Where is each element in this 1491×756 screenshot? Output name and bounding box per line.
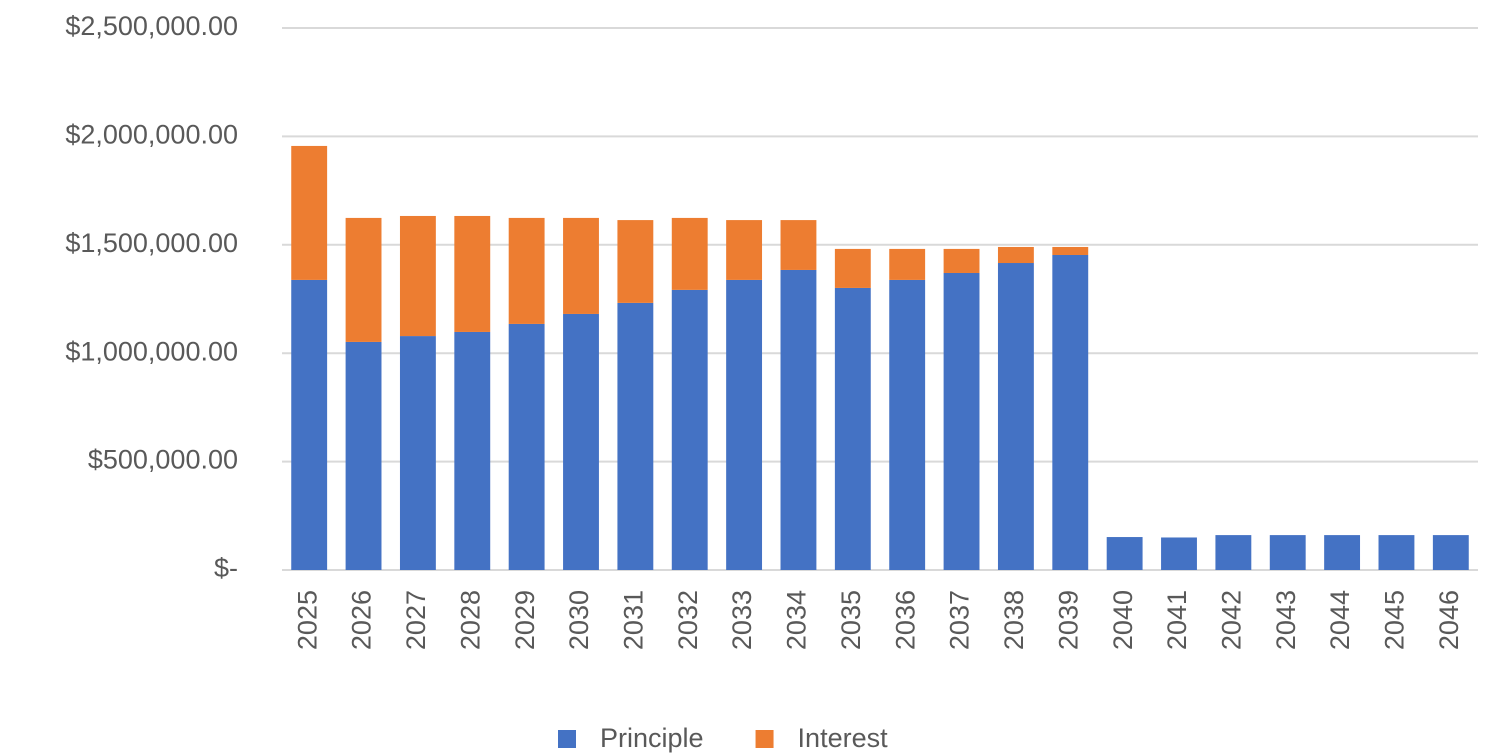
x-tick-label: 2045 xyxy=(1380,590,1410,650)
bar-segment xyxy=(943,248,980,273)
bar-segment xyxy=(1052,246,1089,255)
x-tick-label: 2026 xyxy=(347,590,377,650)
x-tick-label: 2027 xyxy=(401,590,431,650)
x-tick-label: 2039 xyxy=(1053,590,1083,650)
x-tick-label: 2043 xyxy=(1271,590,1301,650)
bar-segment xyxy=(671,289,708,570)
y-tick-label: $- xyxy=(214,553,238,583)
bar-segment xyxy=(1269,535,1306,570)
legend-swatch xyxy=(755,730,774,748)
x-tick-label: 2042 xyxy=(1216,590,1246,650)
bar-segment xyxy=(563,217,599,314)
bar-segment xyxy=(997,246,1034,264)
y-tick-label: $2,500,000.00 xyxy=(65,11,238,41)
bar-segment xyxy=(1161,537,1197,570)
x-tick-label: 2025 xyxy=(292,590,322,650)
x-tick-label: 2032 xyxy=(673,590,703,650)
bar-segment xyxy=(1052,254,1089,570)
bar-segment xyxy=(563,313,599,570)
x-tick-label: 2041 xyxy=(1162,590,1192,650)
bar-segment xyxy=(345,217,382,342)
x-tick-label: 2029 xyxy=(510,590,540,650)
bar-segment xyxy=(671,217,708,290)
y-tick-label: $2,000,000.00 xyxy=(65,120,238,150)
y-tick-label: $1,000,000.00 xyxy=(65,336,238,366)
bar-segment xyxy=(780,269,817,570)
bar-segment xyxy=(291,279,328,570)
legend-swatch xyxy=(558,730,576,748)
bar-segment xyxy=(291,145,328,280)
bar-segment xyxy=(1378,535,1415,570)
bar-segment xyxy=(617,220,654,303)
x-tick-label: 2046 xyxy=(1434,590,1464,650)
bar-segment xyxy=(454,331,491,570)
bar-segment xyxy=(1106,537,1143,570)
bar-segment xyxy=(1432,535,1469,570)
x-tick-label: 2034 xyxy=(782,590,812,650)
legend-label: Interest xyxy=(798,723,889,753)
y-tick-label: $500,000.00 xyxy=(88,445,238,475)
bar-segment xyxy=(834,287,871,570)
bar-segment xyxy=(454,215,491,332)
bar-segment xyxy=(399,336,436,570)
bar-segment xyxy=(508,217,545,324)
x-tick-label: 2033 xyxy=(727,590,757,650)
bar-segment xyxy=(345,341,382,570)
x-tick-label: 2036 xyxy=(890,590,920,650)
x-tick-label: 2040 xyxy=(1108,590,1138,650)
x-tick-label: 2028 xyxy=(455,590,485,650)
bar-segment xyxy=(780,220,817,270)
y-tick-label: $1,500,000.00 xyxy=(65,228,238,258)
x-tick-label: 2031 xyxy=(618,590,648,650)
x-tick-label: 2038 xyxy=(999,590,1029,650)
bar-segment xyxy=(726,220,763,280)
bar-segment xyxy=(617,302,654,570)
bar-segment xyxy=(508,323,545,570)
x-tick-label: 2030 xyxy=(564,590,594,650)
x-tick-label: 2035 xyxy=(836,590,866,650)
bar-segment xyxy=(726,279,763,570)
bar-segment xyxy=(1324,535,1361,570)
legend-label: Principle xyxy=(600,723,704,753)
bar-segment xyxy=(889,279,926,570)
x-tick-label: 2044 xyxy=(1325,590,1355,650)
x-tick-label: 2037 xyxy=(945,590,975,650)
bar-segment xyxy=(1215,535,1252,570)
bar-segment xyxy=(834,248,871,288)
bar-segment xyxy=(889,248,926,280)
bar-segment xyxy=(399,215,436,337)
bar-segment xyxy=(997,263,1034,570)
bar-segment xyxy=(943,272,980,570)
